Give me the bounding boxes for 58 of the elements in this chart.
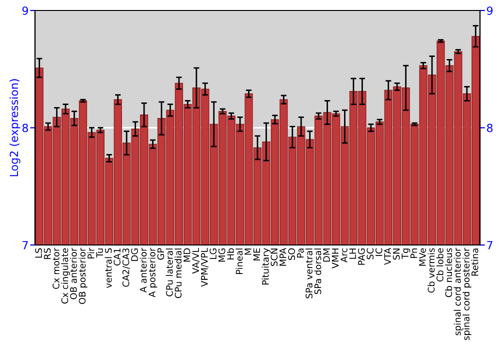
x-tick-label: Pa xyxy=(297,248,304,258)
x-tick-label: OB posterior xyxy=(78,248,88,304)
x-tick-label: Arc xyxy=(340,248,348,262)
x-tick-label: SN xyxy=(392,248,400,260)
x-tick-label: SPa ventral xyxy=(305,248,312,298)
x-tick-label: IC xyxy=(375,248,382,256)
x-tick-label: Tu xyxy=(96,248,104,258)
x-tick-label: LH xyxy=(349,248,356,259)
x-tick-label: VA/VL xyxy=(192,248,200,274)
y2-tick-label: 7 xyxy=(487,241,492,250)
x-tick-label: OB anterior xyxy=(70,248,77,300)
x-tick-label: MPA xyxy=(280,248,286,266)
x-tick-label: spinal cord anterior xyxy=(454,248,463,336)
x-tick-label: MVe xyxy=(419,248,426,266)
x-tick-label: Pineal xyxy=(236,248,243,274)
x-tick-label: SO xyxy=(288,248,296,260)
x-tick-label: Hb xyxy=(226,248,234,260)
x-tick-label: SPa dorsal xyxy=(314,248,322,294)
x-tick-label: A posterior xyxy=(148,248,158,298)
x-tick-label: DM xyxy=(323,248,330,262)
y-tick-label: 9 xyxy=(22,6,28,15)
x-tick-label: Cx motor xyxy=(52,248,60,289)
x-tick-label: RS xyxy=(44,248,51,259)
x-tick-label: SC xyxy=(366,248,374,260)
x-tick-label: Cb lobe xyxy=(436,248,444,282)
x-tick-label: spinal cord posterior xyxy=(462,248,472,340)
x-tick-label: Pn xyxy=(410,248,418,258)
x-tick-label: LG xyxy=(210,248,216,259)
x-tick-label: CA2/CA3 xyxy=(122,248,130,287)
x-tick-label: VMH xyxy=(332,248,339,268)
x-tick-label: Cb vermis xyxy=(428,248,435,293)
x-tick-label: Cx cingulate xyxy=(61,248,70,304)
x-tick-label: MD xyxy=(184,248,190,262)
x-tick-label: M xyxy=(244,248,252,255)
x-tick-label: CPu lateral xyxy=(166,248,173,296)
x-tick-label: Tg xyxy=(402,248,410,260)
x-tick-label: A anterior xyxy=(140,248,147,293)
x-tick-label: SCN xyxy=(270,248,278,266)
y2-tick-label: 8 xyxy=(487,124,493,132)
x-tick-label: MG xyxy=(218,248,226,262)
x-tick-label: CA1 xyxy=(114,248,121,266)
x-tick-label: Retina xyxy=(471,248,478,276)
x-tick-label: VTA xyxy=(384,248,391,265)
x-tick-label: VPM/VPL xyxy=(201,248,208,287)
x-tick-label: ME xyxy=(253,248,260,260)
x-tick-label: LS xyxy=(35,248,42,258)
y-axis-title: Log2 (expression) xyxy=(10,79,20,176)
x-tick-label: PAG xyxy=(358,248,365,265)
x-tick-label: Cb nucleus xyxy=(445,248,452,298)
x-tick-label: ventral S xyxy=(104,248,112,288)
x-tick-label: DG xyxy=(131,248,138,261)
y-tick-label: 8 xyxy=(22,124,28,132)
x-tick-label: CPu medial xyxy=(174,248,182,298)
y-tick-label: 7 xyxy=(22,241,28,250)
x-tick-label: GP xyxy=(157,248,164,260)
x-tick-label: Pituitary xyxy=(262,248,271,285)
x-tick-label: Pir xyxy=(87,248,94,258)
y2-tick-label: 9 xyxy=(486,6,493,15)
